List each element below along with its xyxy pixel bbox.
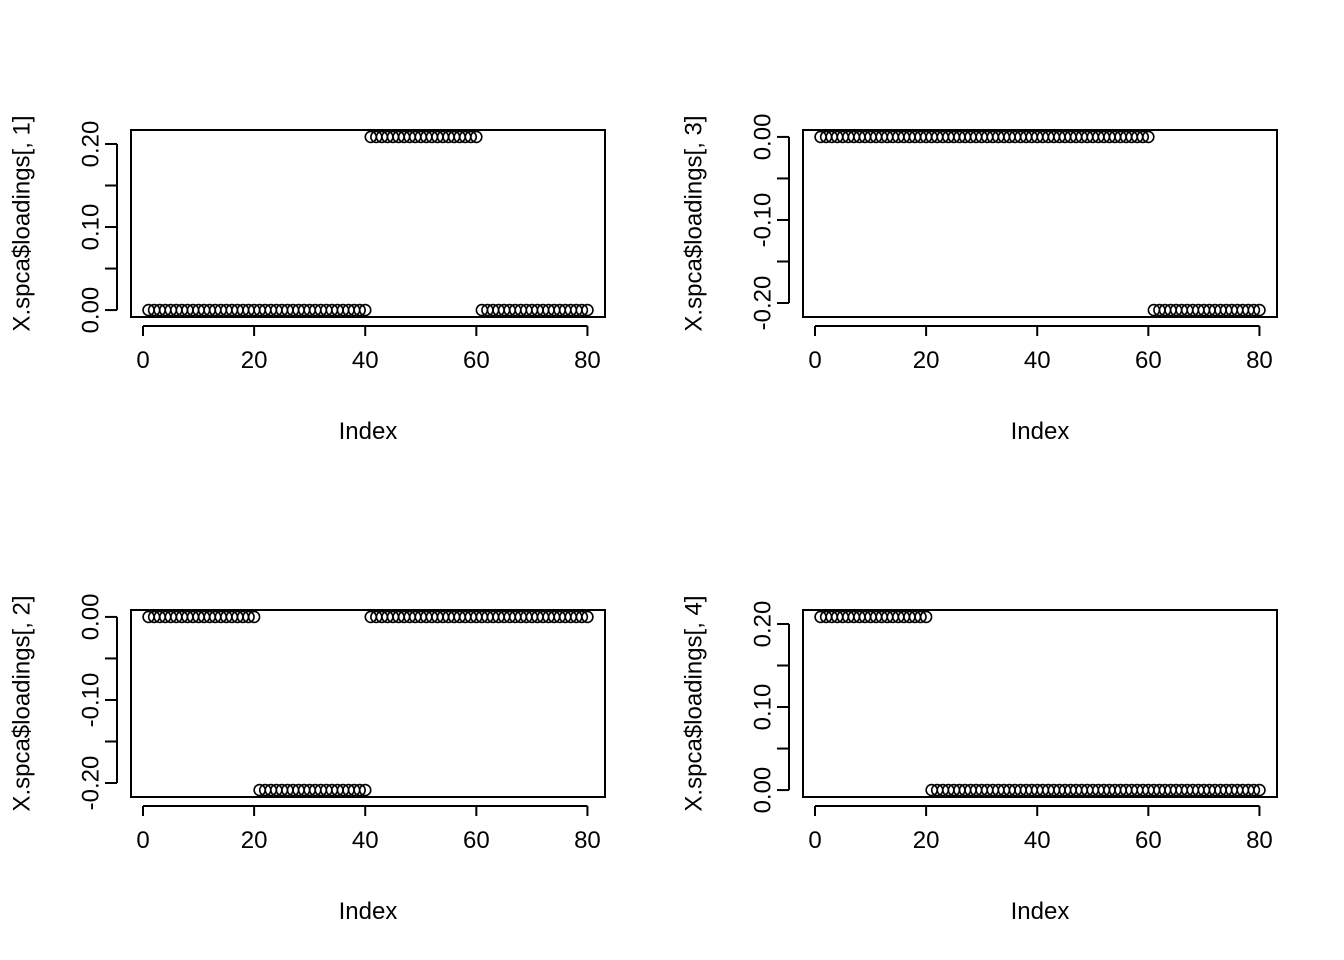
- x-tick-label: 0: [808, 827, 821, 854]
- data-point: [242, 610, 255, 624]
- x-tick-label: 20: [913, 827, 940, 854]
- y-tick-label: -0.20: [78, 756, 105, 811]
- x-tick-label: 40: [1024, 827, 1051, 854]
- data-point: [1253, 303, 1266, 317]
- y-axis-title: X.spca$loadings[, 4]: [681, 595, 708, 811]
- data-point: [353, 783, 366, 797]
- plot-frame: [130, 129, 606, 318]
- y-tick-label: 0.00: [78, 287, 105, 334]
- x-tick-label: 80: [1246, 347, 1273, 374]
- x-tick-label: 0: [136, 827, 149, 854]
- y-tick-label: 0.20: [750, 601, 777, 648]
- data-point: [247, 610, 261, 624]
- chart-panel-1: 0 20 40 60 80 Index 0.00 0.10 0.20 X.spca$loading…: [9, 115, 606, 445]
- data-point: [1247, 783, 1261, 797]
- x-tick-label: 80: [574, 827, 601, 854]
- data-point: [1142, 130, 1155, 144]
- plot-frame: [130, 609, 606, 798]
- x-tick-label: 20: [913, 347, 940, 374]
- data-point: [581, 303, 594, 317]
- chart-panel-2: 0 20 40 60 80 Index -0.20 -0.10 0.00 X.spca$loadi…: [681, 114, 1278, 445]
- y-tick-label: 0.00: [750, 767, 777, 814]
- data-point: [1247, 303, 1261, 317]
- data-point: [358, 303, 372, 317]
- data-point: [914, 610, 927, 624]
- data-point: [575, 303, 589, 317]
- plot-frame: [802, 609, 1278, 798]
- data-point: [581, 610, 594, 624]
- x-tick-label: 60: [463, 347, 490, 374]
- x-axis-title: Index: [1011, 418, 1070, 445]
- chart-panel-4: 0 20 40 60 80 Index 0.00 0.10 0.20 X.spca$loading…: [681, 595, 1278, 925]
- x-tick-label: 40: [352, 827, 379, 854]
- y-tick-label: 0.10: [78, 204, 105, 251]
- x-tick-label: 40: [1024, 347, 1051, 374]
- data-point: [470, 130, 483, 144]
- x-axis-title: Index: [339, 418, 398, 445]
- x-tick-label: 0: [808, 347, 821, 374]
- chart-panel-3: 0 20 40 60 80 Index -0.20 -0.10 0.00 X.spca$loadi…: [9, 594, 606, 925]
- y-axis-title: X.spca$loadings[, 1]: [9, 115, 36, 331]
- x-axis-title: Index: [339, 898, 398, 925]
- x-tick-label: 80: [574, 347, 601, 374]
- x-tick-label: 60: [1135, 347, 1162, 374]
- y-axis-title: X.spca$loadings[, 2]: [9, 595, 36, 811]
- y-tick-label: 0.00: [750, 114, 777, 161]
- x-tick-label: 80: [1246, 827, 1273, 854]
- x-tick-label: 40: [352, 347, 379, 374]
- y-tick-label: -0.10: [750, 193, 777, 248]
- x-axis-title: Index: [1011, 898, 1070, 925]
- data-point: [575, 610, 589, 624]
- x-tick-label: 20: [241, 827, 268, 854]
- x-tick-label: 0: [136, 347, 149, 374]
- data-point: [464, 130, 478, 144]
- data-point: [1253, 783, 1266, 797]
- data-point: [358, 783, 372, 797]
- y-tick-label: 0.00: [78, 594, 105, 641]
- y-tick-label: -0.20: [750, 276, 777, 331]
- x-tick-label: 60: [463, 827, 490, 854]
- x-tick-label: 20: [241, 347, 268, 374]
- y-axis-title: X.spca$loadings[, 3]: [681, 115, 708, 331]
- data-point: [919, 610, 933, 624]
- y-tick-label: -0.10: [78, 673, 105, 728]
- y-tick-label: 0.20: [78, 121, 105, 168]
- data-point: [1136, 130, 1150, 144]
- data-point: [353, 303, 366, 317]
- y-tick-label: 0.10: [750, 684, 777, 731]
- x-tick-label: 60: [1135, 827, 1162, 854]
- plot-frame: [802, 129, 1278, 318]
